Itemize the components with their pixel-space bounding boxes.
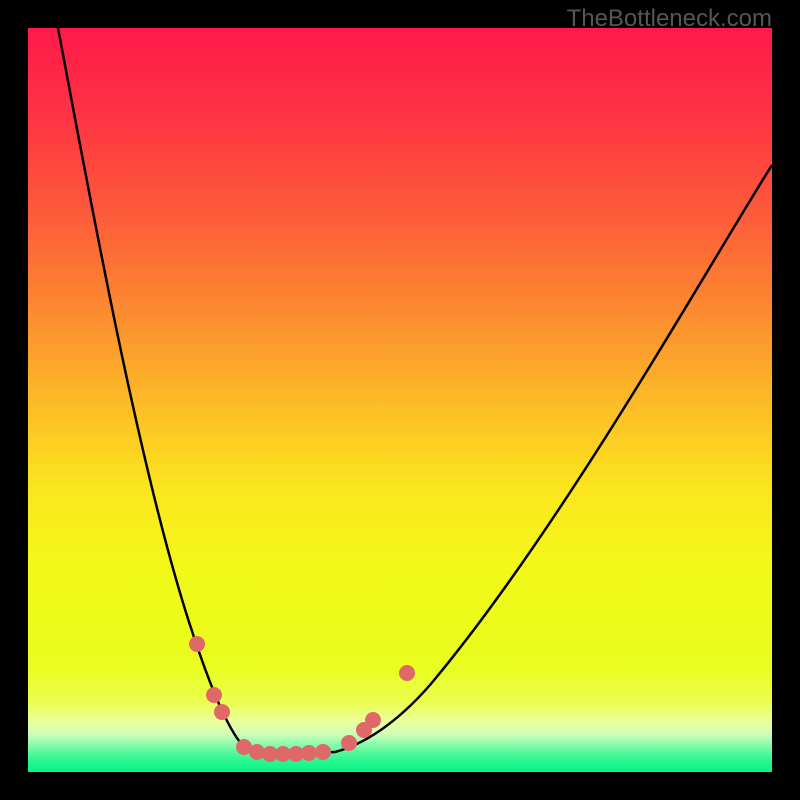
data-marker: [365, 712, 381, 728]
gradient-background: [28, 28, 772, 772]
data-marker: [206, 687, 222, 703]
data-marker: [315, 744, 331, 760]
data-marker: [399, 665, 415, 681]
watermark-text: TheBottleneck.com: [567, 5, 772, 33]
data-marker: [341, 735, 357, 751]
data-marker: [214, 704, 230, 720]
plot-area: [28, 28, 772, 772]
plot-svg: [28, 28, 772, 772]
data-marker: [189, 636, 205, 652]
data-marker: [301, 745, 317, 761]
